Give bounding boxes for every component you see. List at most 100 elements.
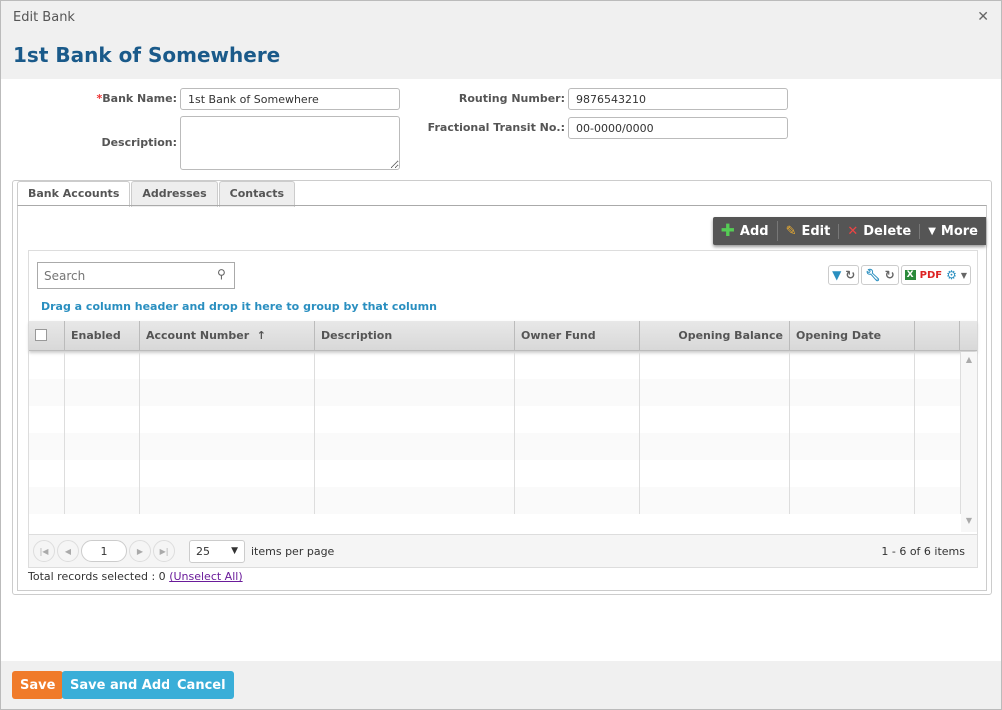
table-row[interactable] xyxy=(29,487,961,514)
save-and-add-button[interactable]: Save and Add xyxy=(62,671,179,699)
column-account-number[interactable]: Account Number ↑ xyxy=(140,321,315,350)
caret-down-icon: ▼ xyxy=(928,225,936,237)
more-button[interactable]: ▼ More xyxy=(928,223,978,239)
table-cell xyxy=(640,406,790,433)
page-number[interactable]: 1 xyxy=(81,540,127,562)
items-per-page-label: items per page xyxy=(251,544,335,558)
routing-number-label: Routing Number: xyxy=(458,92,565,105)
table-row[interactable] xyxy=(29,406,961,433)
table-cell xyxy=(915,460,961,487)
edit-button[interactable]: ✎ Edit xyxy=(778,223,840,239)
table-cell xyxy=(640,352,790,379)
page-size-select[interactable]: 25 ▼ xyxy=(189,539,245,563)
table-cell xyxy=(790,433,915,460)
table-cell xyxy=(29,460,65,487)
table-cell xyxy=(140,460,315,487)
dialog-footer: Save Save and Add Cancel xyxy=(1,661,1001,709)
sort-ascending-icon: ↑ xyxy=(256,329,267,342)
first-page-button[interactable]: |◀ xyxy=(33,540,55,562)
filter-icon[interactable]: ▼ xyxy=(832,268,842,282)
fractional-transit-label: Fractional Transit No.: xyxy=(427,121,565,134)
table-cell xyxy=(790,406,915,433)
bank-name-input[interactable] xyxy=(180,88,400,110)
excel-icon[interactable]: X xyxy=(904,270,916,280)
tab-bank-accounts[interactable]: Bank Accounts xyxy=(17,181,131,207)
save-button[interactable]: Save xyxy=(12,671,64,699)
search-input[interactable] xyxy=(37,262,235,289)
table-cell xyxy=(515,460,640,487)
grid-header: Enabled Account Number ↑ Description Own… xyxy=(29,321,977,351)
table-cell xyxy=(915,406,961,433)
routing-number-input[interactable] xyxy=(568,88,788,110)
table-cell xyxy=(790,460,915,487)
last-page-button[interactable]: ▶| xyxy=(153,540,175,562)
column-owner-fund[interactable]: Owner Fund xyxy=(515,321,640,350)
gear-icon[interactable]: ⚙ xyxy=(946,268,957,282)
delete-button[interactable]: ✕ Delete xyxy=(839,223,921,239)
pager: |◀ ◀ 1 ▶ ▶| 25 ▼ items per page 1 - 6 of … xyxy=(29,534,977,567)
column-opening-date[interactable]: Opening Date xyxy=(790,321,915,350)
next-page-button[interactable]: ▶ xyxy=(129,540,151,562)
bank-name-label: *Bank Name: xyxy=(96,92,178,105)
search-icon: ⚲ xyxy=(217,267,226,281)
table-row[interactable] xyxy=(29,460,961,487)
table-row[interactable] xyxy=(29,433,961,460)
table-cell xyxy=(29,487,65,514)
tab-contacts[interactable]: Contacts xyxy=(218,181,296,207)
page-title: 1st Bank of Somewhere xyxy=(1,33,1001,79)
table-cell xyxy=(65,433,140,460)
fractional-transit-input[interactable] xyxy=(568,117,788,139)
description-label: Description: xyxy=(101,136,177,149)
column-opening-balance[interactable]: Opening Balance xyxy=(640,321,790,350)
table-cell xyxy=(315,406,515,433)
table-cell xyxy=(640,487,790,514)
table-row[interactable] xyxy=(29,352,961,379)
window-title: Edit Bank xyxy=(13,9,75,25)
reset-columns-icon[interactable]: ↻ xyxy=(884,268,895,282)
bank-form: *Bank Name: Description: Routing Number:… xyxy=(1,79,1001,179)
select-all-checkbox[interactable] xyxy=(29,321,65,350)
column-enabled[interactable]: Enabled xyxy=(65,321,140,350)
table-cell xyxy=(140,352,315,379)
table-cell xyxy=(65,406,140,433)
table-cell xyxy=(515,379,640,406)
table-row[interactable] xyxy=(29,379,961,406)
table-cell xyxy=(515,406,640,433)
pencil-icon: ✎ xyxy=(785,223,797,239)
table-cell xyxy=(65,379,140,406)
table-cell xyxy=(915,379,961,406)
prev-page-button[interactable]: ◀ xyxy=(57,540,79,562)
tab-addresses[interactable]: Addresses xyxy=(131,181,218,207)
close-icon[interactable]: ✕ xyxy=(977,9,989,25)
grid-toolbar: ✚ Add ✎ Edit ✕ Delete ▼ More xyxy=(712,217,986,245)
export-tools: X PDF ⚙ ▼ xyxy=(900,265,971,285)
table-cell xyxy=(315,460,515,487)
table-cell xyxy=(315,379,515,406)
chevron-down-icon[interactable]: ▼ xyxy=(960,270,967,280)
add-button[interactable]: ✚ Add xyxy=(713,221,778,241)
table-cell xyxy=(640,379,790,406)
pager-info: 1 - 6 of 6 items xyxy=(881,544,965,558)
table-cell xyxy=(315,433,515,460)
description-input[interactable] xyxy=(180,116,400,170)
column-description[interactable]: Description xyxy=(315,321,515,350)
plus-icon: ✚ xyxy=(720,221,735,241)
tabstrip: Bank Accounts Addresses Contacts ✚ Add ✎ E… xyxy=(12,180,992,595)
table-cell xyxy=(515,433,640,460)
table-cell xyxy=(29,379,65,406)
table-cell xyxy=(140,433,315,460)
reset-filter-icon[interactable]: ↻ xyxy=(845,268,856,282)
cancel-button[interactable]: Cancel xyxy=(169,671,234,699)
chevron-down-icon: ▼ xyxy=(231,546,238,556)
table-cell xyxy=(315,487,515,514)
vertical-scrollbar[interactable]: ▲ ▼ xyxy=(961,352,977,532)
unselect-all-link[interactable]: (Unselect All) xyxy=(169,570,243,583)
pdf-icon[interactable]: PDF xyxy=(919,269,943,281)
column-spacer xyxy=(915,321,960,350)
filter-tools: ▼ ↻ xyxy=(828,265,860,285)
table-cell xyxy=(790,379,915,406)
wrench-icon[interactable]: 🔧︎ xyxy=(865,268,881,282)
table-cell xyxy=(315,352,515,379)
